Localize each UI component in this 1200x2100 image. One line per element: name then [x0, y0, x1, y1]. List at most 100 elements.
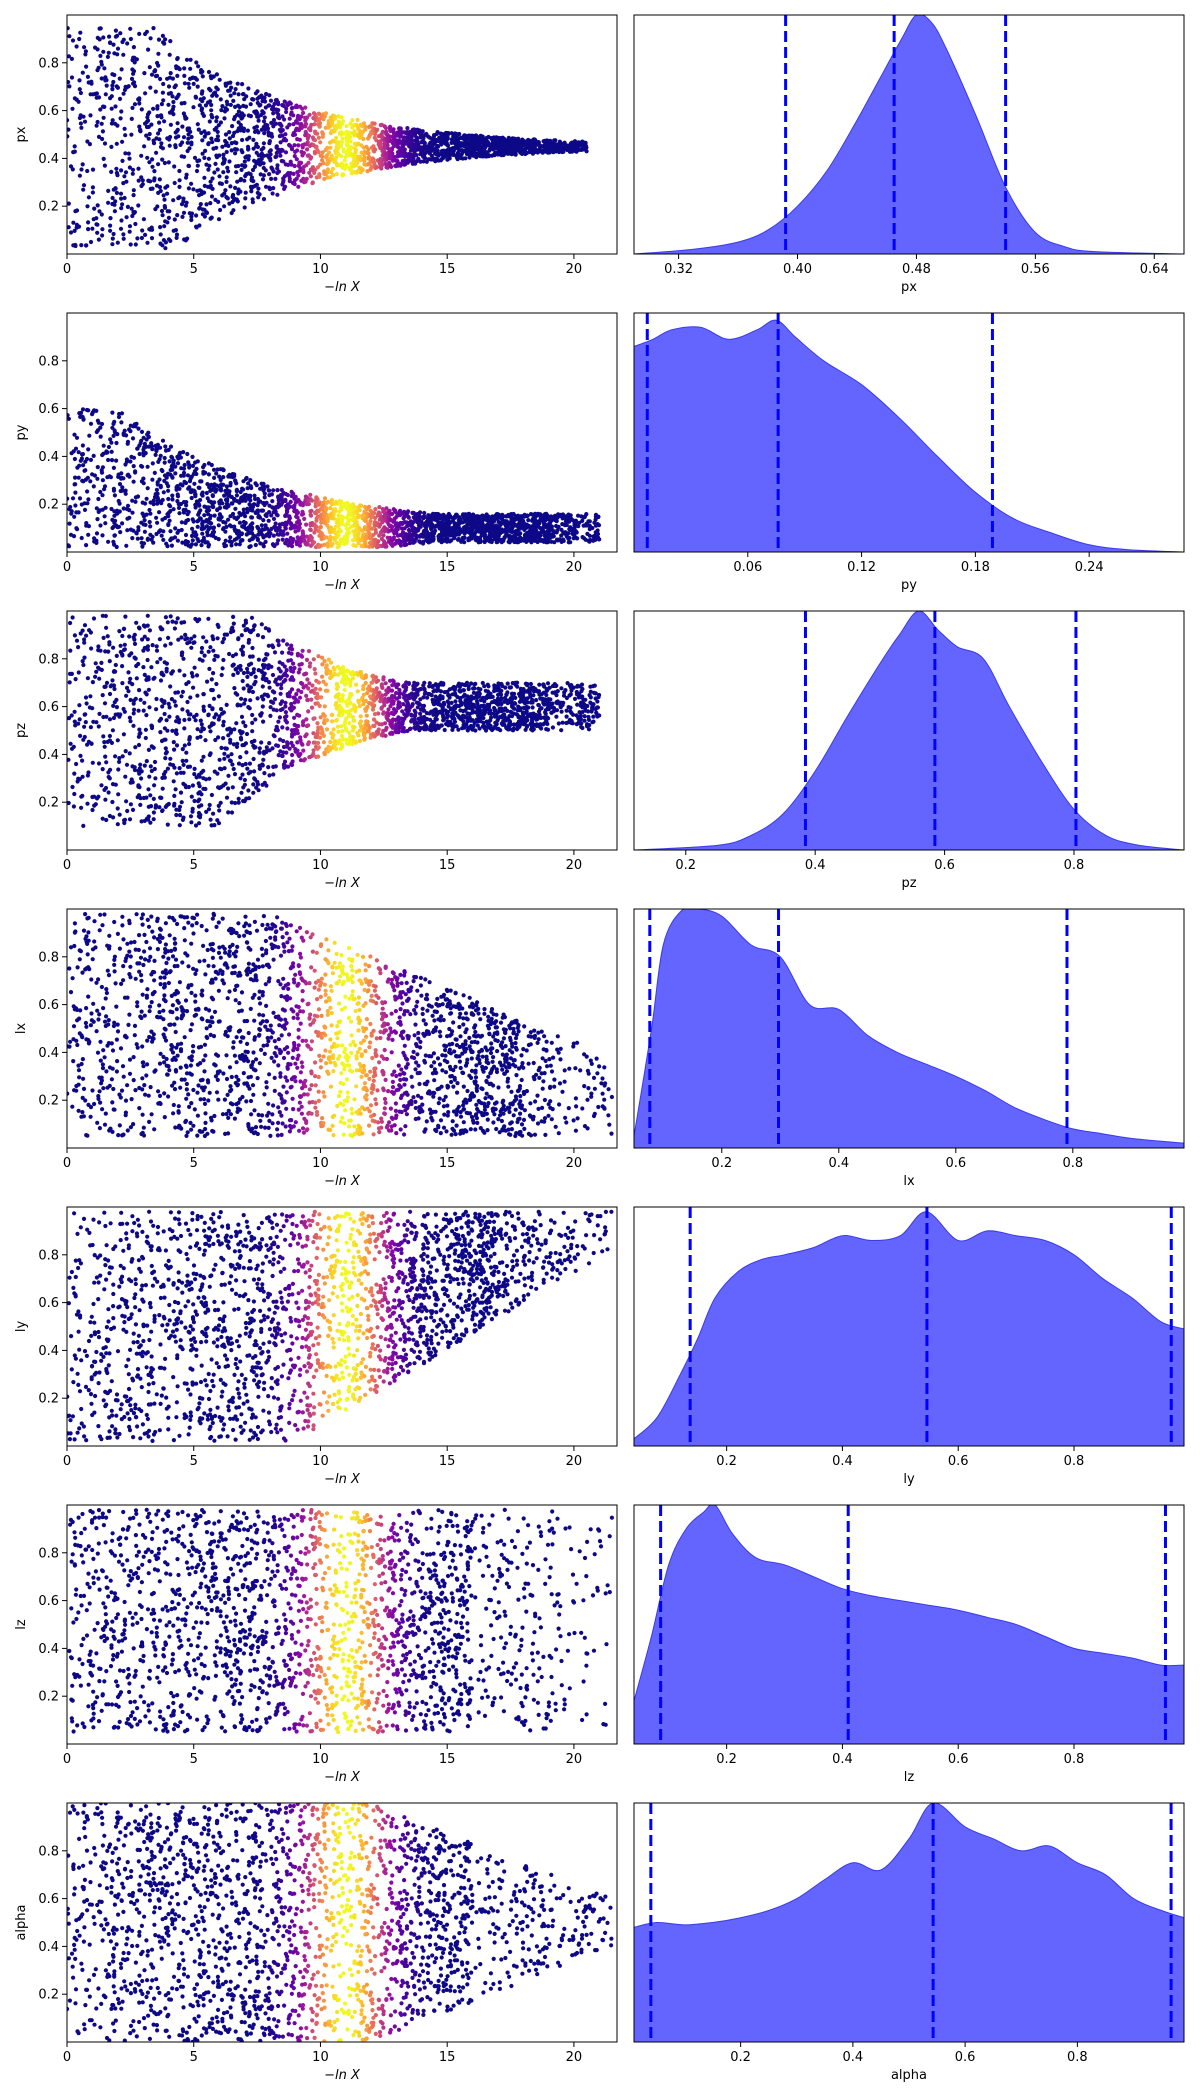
scatter-point [94, 216, 99, 221]
scatter-point [251, 146, 256, 151]
scatter-point [248, 478, 253, 483]
scatter-point [128, 26, 133, 31]
scatter-point [204, 524, 210, 529]
scatter-point [88, 479, 93, 484]
scatter-point [110, 72, 115, 77]
scatter-point [228, 184, 233, 189]
scatter-point [339, 507, 344, 512]
scatter-point [145, 537, 150, 542]
scatter-point [195, 158, 200, 164]
scatter-point [86, 532, 91, 537]
scatter-point [435, 144, 441, 149]
scatter-point [363, 536, 369, 541]
scatter-point [223, 538, 228, 543]
scatter-point [110, 118, 115, 123]
scatter-point [336, 517, 341, 522]
scatter-point [506, 140, 511, 145]
scatter-point [160, 497, 165, 503]
scatter-point [153, 89, 158, 94]
scatter-point [346, 530, 351, 536]
scatter-point [67, 225, 71, 230]
scatter-point [503, 527, 508, 532]
scatter-point [533, 514, 539, 519]
scatter-point [302, 538, 307, 543]
scatter-point [306, 160, 311, 165]
scatter-point [228, 539, 233, 544]
scatter-point [416, 523, 421, 528]
scatter-point [165, 512, 170, 517]
scatter-point [224, 195, 229, 200]
scatter-point [184, 175, 189, 180]
scatter-point [236, 109, 241, 114]
scatter-point [175, 494, 181, 499]
scatter-point [135, 236, 140, 241]
scatter-point [492, 535, 497, 540]
scatter-point [229, 524, 234, 529]
scatter-point [570, 147, 575, 152]
scatter-point [95, 465, 100, 470]
scatter-point [147, 160, 152, 165]
scatter-point [193, 76, 198, 81]
scatter-point [113, 199, 118, 204]
scatter-point [121, 232, 126, 237]
scatter-point [301, 110, 306, 115]
scatter-point [253, 542, 258, 548]
scatter-point [543, 517, 548, 522]
scatter-point [236, 189, 241, 194]
scatter-point [141, 447, 146, 452]
scatter-point [195, 524, 200, 529]
scatter-point [351, 123, 356, 128]
scatter-point [495, 152, 500, 157]
scatter-point [109, 449, 114, 454]
scatter-point [340, 164, 345, 169]
scatter-point [359, 150, 364, 155]
scatter-point [129, 132, 134, 137]
scatter-point [99, 121, 104, 126]
scatter-point [332, 537, 337, 542]
scatter-point [308, 174, 313, 179]
scatter-point [67, 34, 72, 39]
scatter-point [106, 444, 111, 450]
scatter-point [299, 149, 304, 154]
scatter-point [254, 141, 259, 146]
scatter-point [188, 57, 193, 62]
scatter-point [255, 508, 260, 513]
scatter-point [165, 76, 170, 81]
scatter-point [340, 514, 345, 519]
scatter-point [166, 496, 171, 502]
scatter-point [205, 496, 210, 501]
scatter-point [478, 134, 483, 139]
scatter-point [134, 57, 139, 62]
scatter-point [200, 138, 205, 143]
scatter-point [205, 482, 210, 487]
scatter-point [334, 135, 339, 140]
scatter-point [73, 503, 78, 508]
scatter-point [232, 497, 237, 502]
scatter-point [592, 534, 597, 539]
scatter-point [165, 184, 170, 189]
scatter-point [428, 535, 433, 541]
scatter-point [268, 152, 273, 157]
scatter-point [170, 493, 175, 498]
scatter-point [246, 525, 251, 530]
scatter-point [162, 160, 167, 166]
scatter-point [318, 140, 323, 145]
y-tick-label: 0.4 [38, 152, 59, 167]
scatter-point [476, 526, 481, 531]
scatter-point [344, 143, 349, 148]
scatter-point [548, 518, 553, 523]
scatter-point [303, 133, 308, 138]
scatter-point [270, 107, 275, 112]
scatter-point [186, 517, 191, 523]
scatter-point [271, 516, 277, 522]
scatter-point [214, 153, 219, 158]
scatter-point [249, 525, 255, 530]
scatter-point [159, 141, 164, 146]
scatter-point [113, 186, 118, 191]
scatter-point [230, 472, 235, 477]
scatter-point [552, 138, 557, 143]
scatter-point [293, 529, 298, 534]
scatter-point [84, 407, 90, 413]
scatter-point [139, 429, 145, 434]
scatter-point [333, 501, 338, 506]
